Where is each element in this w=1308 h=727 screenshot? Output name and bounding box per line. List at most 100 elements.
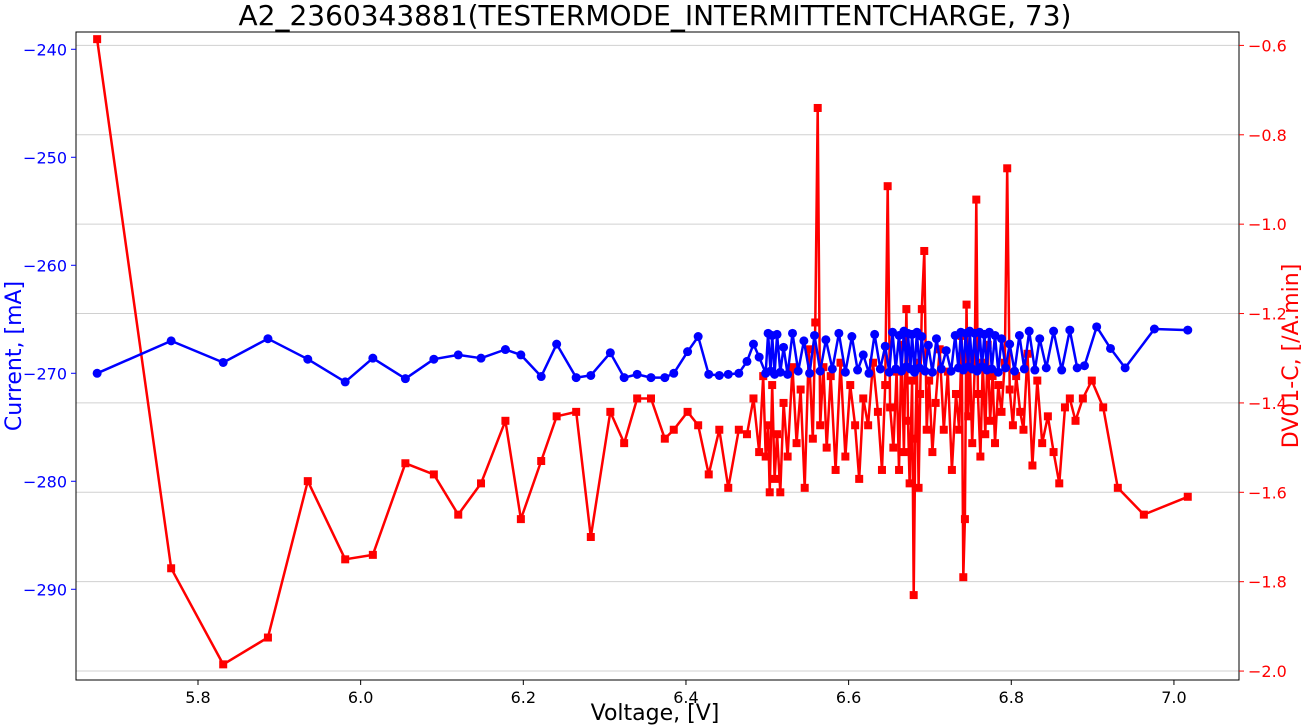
- dv-point: [93, 35, 102, 44]
- y-right-tick-label: −1.0: [1248, 215, 1287, 234]
- dv-point: [1003, 164, 1012, 173]
- x-tick-label: 6.0: [348, 688, 373, 707]
- current-point: [936, 364, 946, 374]
- current-point: [840, 367, 850, 377]
- dv-point: [905, 479, 914, 488]
- current-point: [263, 334, 273, 344]
- current-point: [799, 336, 809, 346]
- current-point: [500, 345, 510, 355]
- y-left-tick-label: −280: [23, 472, 67, 491]
- current-point: [997, 334, 1007, 344]
- dv-point: [800, 483, 809, 492]
- current-point: [809, 330, 819, 340]
- dv-point: [516, 515, 525, 524]
- current-point: [1041, 363, 1051, 373]
- dv-point: [704, 470, 713, 479]
- current-point: [1049, 326, 1059, 336]
- grid-lines: [76, 44, 1239, 672]
- dv-point: [1113, 483, 1122, 492]
- dv-point: [620, 439, 629, 448]
- current-point: [805, 368, 815, 378]
- current-point: [993, 367, 1003, 377]
- dv-point: [917, 305, 926, 314]
- y-left-tick-label: −240: [23, 40, 67, 59]
- dv-point: [646, 394, 655, 403]
- dv-point: [749, 394, 758, 403]
- current-point: [775, 367, 785, 377]
- dv-point: [669, 425, 678, 434]
- dv-point: [1012, 372, 1021, 381]
- dv-point: [770, 474, 779, 483]
- current-point: [815, 366, 825, 376]
- dv-point: [1183, 492, 1192, 501]
- dv-point: [960, 515, 969, 524]
- dv-point: [779, 398, 788, 407]
- dv-point: [914, 483, 923, 492]
- dv-point: [986, 416, 995, 425]
- dv-point: [831, 465, 840, 474]
- dv-point: [167, 564, 176, 573]
- dv-point: [1065, 394, 1074, 403]
- current-point: [779, 342, 789, 352]
- current-point: [853, 365, 863, 375]
- dv-point: [909, 591, 918, 600]
- current-point: [1183, 325, 1193, 335]
- current-point: [693, 332, 703, 342]
- dv-point: [1049, 448, 1058, 457]
- x-tick-label: 6.8: [999, 688, 1024, 707]
- current-series: [92, 322, 1193, 387]
- current-point: [571, 373, 581, 383]
- current-point: [941, 346, 951, 356]
- current-point: [864, 368, 874, 378]
- dv-point: [947, 465, 956, 474]
- current-point: [1024, 326, 1034, 336]
- dv-point: [765, 488, 774, 497]
- y-axis-left-label: Current, [mA]: [2, 281, 27, 431]
- dv-point: [683, 407, 692, 416]
- dv-point: [1008, 421, 1017, 430]
- axis-ticks: −0.6 −0.8 −1.0 −1.2 −1.4 −1.6 −1.8 −2.0 −240 −250…: [23, 36, 1287, 707]
- dv-point: [1087, 376, 1096, 385]
- current-point: [605, 348, 615, 358]
- dv-point: [1016, 407, 1025, 416]
- x-tick-label: 5.8: [185, 688, 210, 707]
- dv-point: [897, 340, 906, 349]
- dv-point: [1033, 376, 1042, 385]
- dv-point: [1005, 385, 1014, 394]
- current-point: [619, 373, 629, 383]
- dv-point: [988, 372, 997, 381]
- dv-point: [855, 474, 864, 483]
- dv-point: [991, 439, 1000, 448]
- current-point: [92, 368, 102, 378]
- dv-point: [715, 425, 724, 434]
- x-tick-label: 6.2: [511, 688, 536, 707]
- current-point: [166, 336, 176, 346]
- y-right-tick-label: −0.8: [1248, 126, 1287, 145]
- dv-point: [1099, 403, 1108, 412]
- current-point: [340, 377, 350, 387]
- current-point: [476, 353, 486, 363]
- y-right-tick-label: −1.6: [1248, 483, 1287, 502]
- dv-point: [903, 416, 912, 425]
- dv-point: [572, 407, 581, 416]
- current-point: [754, 352, 764, 362]
- dv-point: [881, 381, 890, 390]
- dv-point: [997, 407, 1006, 416]
- dv-point: [811, 318, 820, 327]
- dv-point: [972, 195, 981, 204]
- dv-point: [788, 363, 797, 372]
- dv-point: [1023, 349, 1032, 358]
- current-point: [1120, 363, 1130, 373]
- dv-point: [836, 358, 845, 367]
- current-point: [870, 329, 880, 339]
- dv-point: [899, 448, 908, 457]
- current-point: [1005, 339, 1015, 349]
- current-point: [1106, 343, 1116, 353]
- current-point: [368, 353, 378, 363]
- x-tick-label: 7.0: [1161, 688, 1186, 707]
- current-point: [920, 366, 930, 376]
- y-right-tick-label: −1.8: [1248, 573, 1287, 592]
- dv-point: [1019, 425, 1028, 434]
- y-left-tick-label: −270: [23, 364, 67, 383]
